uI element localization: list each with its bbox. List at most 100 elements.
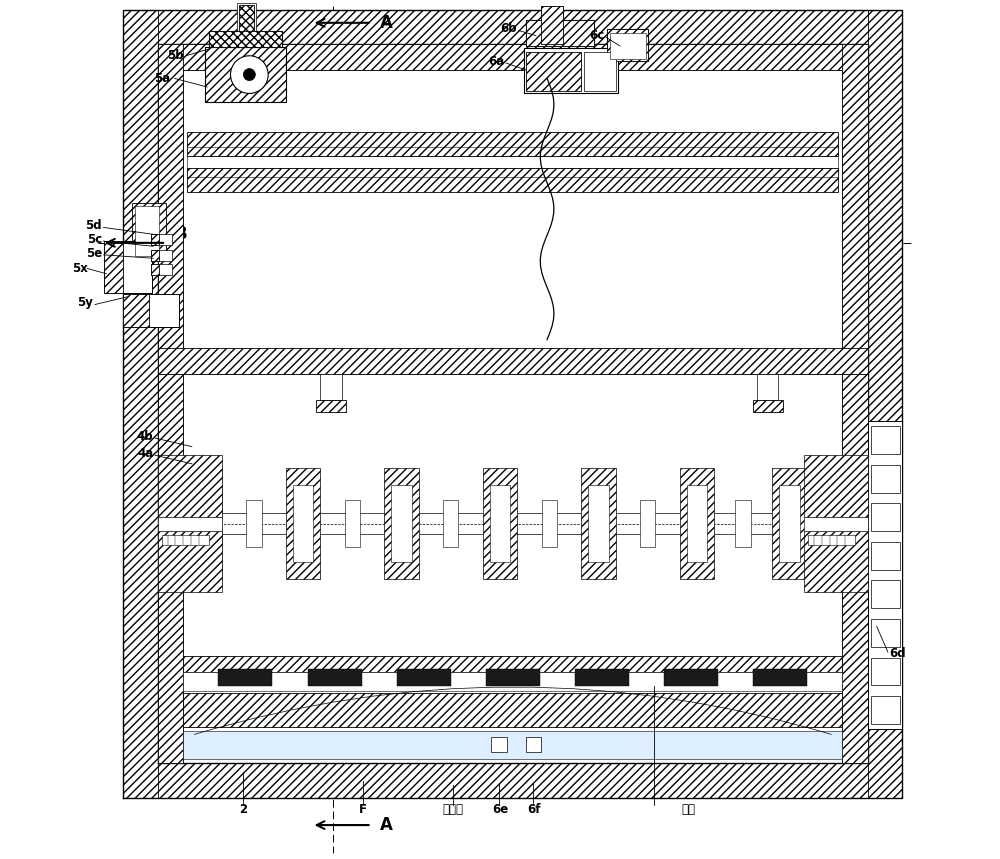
Text: 6c: 6c (589, 29, 604, 42)
Bar (320, 374, 342, 399)
Bar (680, 468, 714, 579)
Bar (158, 455, 222, 517)
Text: 4b: 4b (137, 430, 153, 443)
Bar (871, 465, 900, 492)
Bar (526, 737, 541, 752)
Text: 6b: 6b (500, 22, 517, 35)
Bar (804, 455, 868, 517)
Bar (187, 168, 838, 192)
Bar (804, 517, 868, 531)
Bar (581, 468, 616, 579)
Bar (183, 672, 842, 691)
Bar (183, 374, 842, 764)
Text: 5x: 5x (72, 262, 88, 275)
Bar (384, 468, 419, 579)
Bar (158, 44, 868, 70)
Bar (293, 485, 313, 562)
Bar (526, 52, 581, 91)
Text: A: A (380, 816, 393, 834)
Bar (183, 656, 842, 672)
Bar (588, 485, 609, 562)
Bar (664, 669, 718, 686)
Bar (871, 542, 900, 570)
Bar (237, 3, 256, 44)
Bar (753, 669, 807, 686)
Text: 5y: 5y (77, 296, 93, 309)
Text: 5d: 5d (85, 219, 102, 232)
Bar (757, 374, 778, 399)
Bar (151, 235, 172, 246)
Text: 5a: 5a (154, 72, 170, 85)
Bar (524, 48, 618, 93)
Bar (868, 10, 902, 798)
Bar (183, 731, 842, 759)
Bar (183, 70, 842, 374)
Bar (526, 21, 594, 46)
Bar (526, 21, 594, 46)
Bar (753, 399, 783, 412)
Bar (151, 265, 159, 276)
Bar (132, 203, 166, 259)
Bar (584, 52, 616, 91)
Bar (151, 250, 159, 261)
Bar (239, 5, 254, 42)
Bar (491, 737, 507, 752)
Bar (640, 500, 655, 547)
Bar (610, 33, 646, 58)
Bar (151, 235, 159, 246)
Bar (187, 155, 838, 168)
Bar (391, 485, 412, 562)
Bar (541, 6, 563, 44)
Bar (542, 500, 557, 547)
Bar (187, 468, 222, 579)
Bar (158, 531, 222, 592)
Bar (490, 485, 510, 562)
Bar (779, 485, 800, 562)
Bar (871, 657, 900, 685)
Bar (158, 374, 183, 764)
Bar (123, 10, 902, 44)
Bar (871, 696, 900, 724)
Circle shape (231, 56, 268, 94)
Bar (158, 44, 183, 374)
Text: 6f: 6f (527, 803, 541, 816)
Bar (183, 693, 842, 728)
Bar (209, 32, 282, 46)
Bar (308, 669, 362, 686)
Bar (104, 241, 123, 293)
Bar (486, 669, 540, 686)
Bar (135, 206, 159, 256)
Text: A: A (380, 14, 393, 32)
Bar (483, 468, 517, 579)
Bar (397, 669, 451, 686)
Bar (123, 764, 902, 798)
Bar (871, 426, 900, 454)
Bar (842, 374, 868, 764)
Text: B: B (175, 225, 187, 243)
Text: 6d: 6d (890, 648, 906, 661)
Bar (871, 503, 900, 531)
Text: 曲轴: 曲轴 (681, 803, 695, 816)
Text: 冷却液: 冷却液 (442, 803, 463, 816)
Text: 6e: 6e (493, 803, 509, 816)
Bar (246, 500, 262, 547)
Circle shape (243, 69, 255, 81)
Bar (772, 468, 807, 579)
Bar (162, 535, 209, 545)
Bar (286, 468, 320, 579)
Bar (218, 669, 272, 686)
Text: F: F (359, 803, 367, 816)
Bar (443, 500, 458, 547)
Bar (123, 295, 149, 326)
Text: 6a: 6a (488, 55, 504, 68)
Bar (151, 250, 172, 261)
Bar (194, 485, 215, 562)
Text: 2: 2 (239, 803, 247, 816)
Bar (868, 421, 902, 729)
Bar (808, 535, 855, 545)
Bar (158, 517, 222, 531)
Bar (123, 295, 179, 326)
Bar (345, 500, 360, 547)
Bar (151, 265, 172, 276)
Text: 5e: 5e (86, 247, 102, 259)
